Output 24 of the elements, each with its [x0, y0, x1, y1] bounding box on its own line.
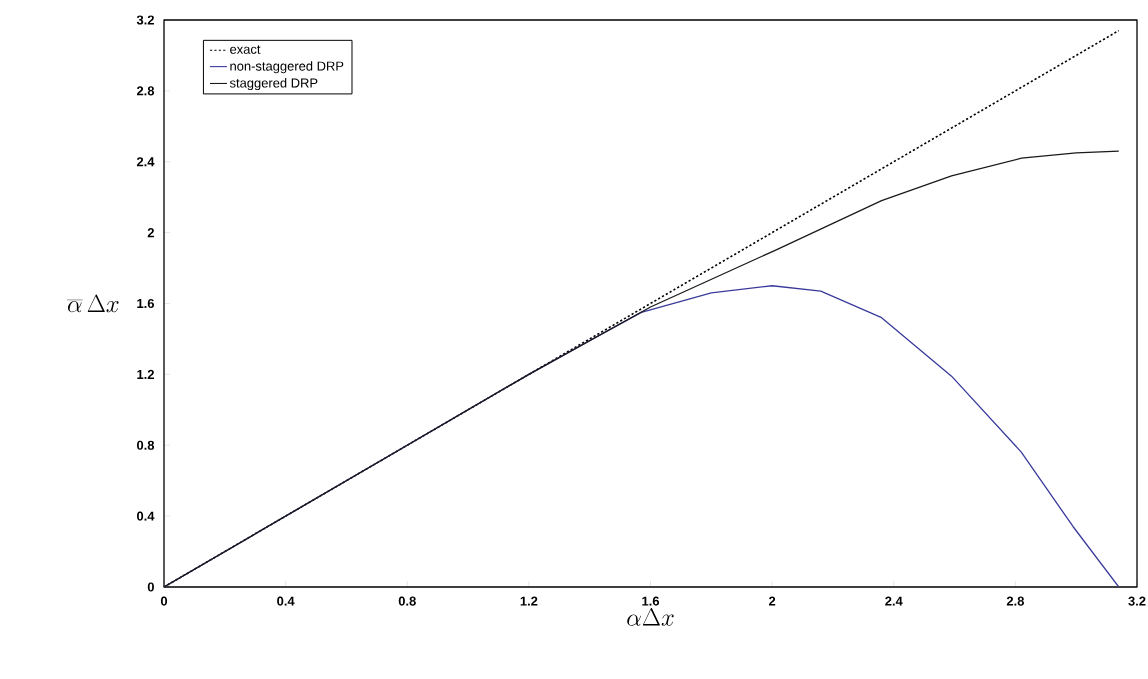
y-tick-label: 1.2	[137, 369, 154, 379]
y-tick-label: 2.8	[136, 86, 155, 96]
legend-label: exact	[230, 45, 261, 54]
y-tick-label: 0	[147, 582, 154, 592]
y-tick-label: 1.6	[137, 298, 155, 309]
legend-label: non-staggered DRP	[230, 61, 344, 74]
y-axis-title: $\overline{\alpha}\,\Delta x$	[66, 294, 119, 313]
y-tick-label: 0.8	[137, 440, 155, 450]
x-tick-label: 2	[768, 596, 776, 606]
x-tick-label: 1.6	[642, 596, 660, 606]
y-tick-label: 2.4	[136, 157, 155, 167]
x-tick-label: 2.8	[1006, 596, 1024, 606]
x-axis-title: $\alpha\Delta x$	[627, 607, 674, 626]
line-series	[164, 150, 1120, 587]
x-tick-label: 1.2	[520, 596, 538, 606]
y-tick-label: 2	[147, 228, 154, 238]
x-tick-label: 0	[160, 596, 168, 606]
x-tick-label: 3.2	[1128, 596, 1146, 606]
y-tick-label: 0.4	[137, 511, 155, 521]
y-tick-label: 3.2	[136, 15, 154, 25]
x-tick-label: 0.4	[277, 596, 295, 606]
x-tick-label: 2.4	[885, 596, 903, 606]
x-tick-label: 0.8	[398, 596, 416, 606]
legend-label: staggered DRP	[229, 78, 318, 91]
